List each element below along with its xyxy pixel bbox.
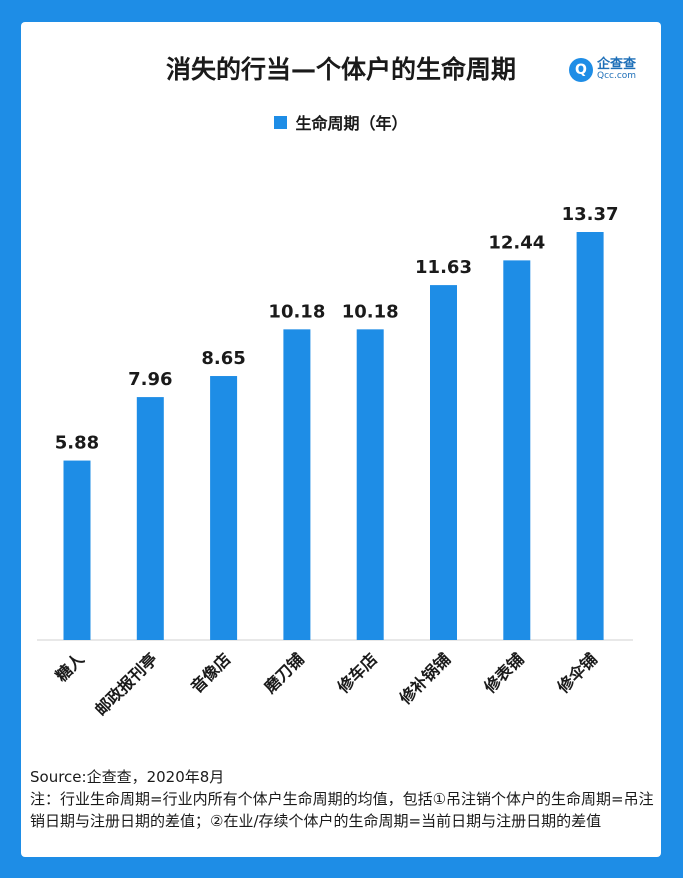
bar-chart: 5.88 糖人 7.96 邮政报刊亭 8.65 音像店 10.18 磨刀铺 10.18 修车店 11…	[37, 204, 633, 719]
qcc-logo-icon: Q	[569, 58, 593, 82]
bar	[136, 397, 164, 640]
bar	[210, 376, 238, 640]
bar	[503, 260, 531, 640]
bar	[576, 232, 604, 640]
x-tick-label: 糖人	[52, 649, 89, 686]
bar	[63, 460, 91, 640]
chart-title: 消失的行当—个体户的生命周期	[165, 55, 516, 84]
data-label: 13.37	[562, 204, 619, 225]
note-text: 注：行业生命周期=行业内所有个体户生命周期的均值，包括①吊注销个体户的生命周期=…	[30, 790, 654, 830]
x-tick-label: 修伞铺	[553, 649, 601, 697]
data-label: 5.88	[55, 433, 99, 454]
logo-subtitle: Qcc.com	[597, 71, 637, 82]
x-tick-label: 修补锅铺	[395, 649, 454, 708]
x-tick-label: 修表铺	[480, 649, 528, 697]
chart-footer: Source:企查查，2020年8月 注：行业生命周期=行业内所有个体户生命周期…	[30, 766, 658, 832]
chart-card: 消失的行当—个体户的生命周期 Q 企查查 Qcc.com 生命周期（年） 5.8…	[21, 22, 661, 857]
legend-label: 生命周期（年）	[295, 114, 408, 133]
bar	[356, 329, 384, 640]
x-tick-label: 磨刀铺	[260, 649, 307, 696]
x-tick-label: 邮政报刊亭	[91, 649, 161, 719]
logo-name: 企查查	[597, 57, 637, 73]
legend-swatch	[274, 115, 288, 129]
x-tick-label: 音像店	[187, 649, 234, 696]
data-label: 7.96	[128, 369, 172, 390]
chart-legend: 生命周期（年）	[21, 110, 661, 134]
bar	[430, 285, 457, 640]
data-label: 10.18	[342, 301, 399, 322]
source-text: Source:企查查，2020年8月	[30, 768, 225, 786]
bar	[283, 329, 311, 640]
data-label: 12.44	[488, 232, 545, 253]
data-label: 11.63	[415, 257, 472, 278]
data-label: 8.65	[201, 348, 245, 369]
data-label: 10.18	[268, 301, 325, 322]
x-tick-label: 修车店	[333, 649, 381, 697]
brand-logo: Q 企查查 Qcc.com	[569, 58, 636, 82]
